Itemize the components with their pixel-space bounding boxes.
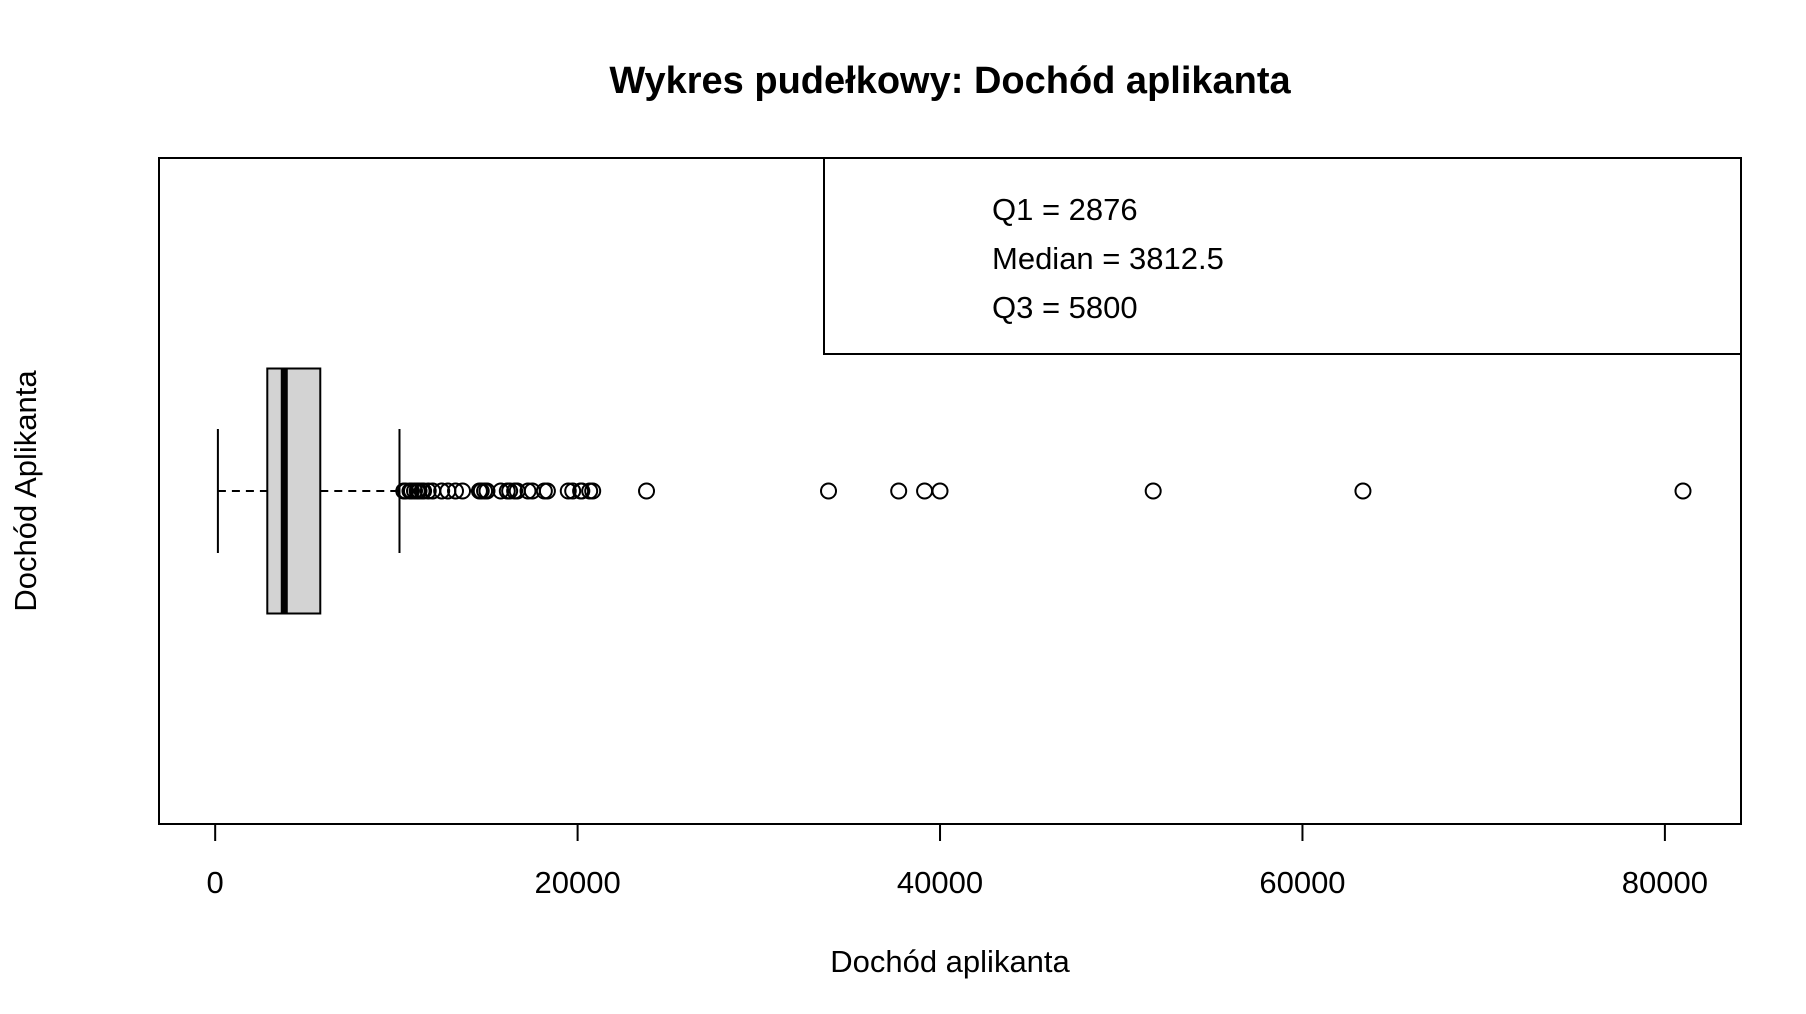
outlier-point xyxy=(638,482,656,500)
outlier-point xyxy=(1144,482,1162,500)
x-tick-label: 60000 xyxy=(1259,865,1345,900)
y-axis-label: Dochód Aplikanta xyxy=(8,370,43,612)
outlier-point xyxy=(1674,482,1692,500)
x-tick-label: 80000 xyxy=(1622,865,1708,900)
outlier-point xyxy=(433,482,451,500)
outlier-point xyxy=(478,482,496,500)
x-tick-label: 0 xyxy=(207,865,224,900)
outlier-point xyxy=(519,482,537,500)
outliers-group xyxy=(395,482,1692,500)
chart-title: Wykres pudełkowy: Dochód aplikanta xyxy=(609,60,1291,102)
outlier-point xyxy=(454,482,472,500)
outlier-point xyxy=(890,482,908,500)
outlier-point xyxy=(1354,482,1372,500)
outlier-point xyxy=(415,482,433,500)
legend-median: Median = 3812.5 xyxy=(992,241,1224,276)
outlier-point xyxy=(538,482,556,500)
outlier-point xyxy=(447,482,465,500)
outlier-point xyxy=(419,482,437,500)
legend-q1: Q1 = 2876 xyxy=(992,192,1138,227)
x-tick-label: 20000 xyxy=(534,865,620,900)
outlier-point xyxy=(584,482,602,500)
legend: Q1 = 2876 Median = 3812.5 Q3 = 5800 xyxy=(823,157,1742,355)
outlier-point xyxy=(916,482,934,500)
x-axis: 0 20000 40000 60000 80000 xyxy=(207,823,1708,900)
outlier-point xyxy=(492,482,510,500)
outlier-point xyxy=(501,482,519,500)
iqr-box xyxy=(266,367,322,615)
outlier-point xyxy=(820,482,838,500)
outlier-point xyxy=(931,482,949,500)
outlier-point xyxy=(573,482,591,500)
legend-box xyxy=(823,157,1742,355)
outlier-point xyxy=(559,482,577,500)
outlier-point xyxy=(397,482,415,500)
boxplot-group xyxy=(216,367,401,615)
x-tick-label: 40000 xyxy=(897,865,983,900)
outlier-point xyxy=(564,482,582,500)
x-axis-label: Dochód aplikanta xyxy=(830,944,1070,979)
legend-q3: Q3 = 5800 xyxy=(992,290,1138,325)
